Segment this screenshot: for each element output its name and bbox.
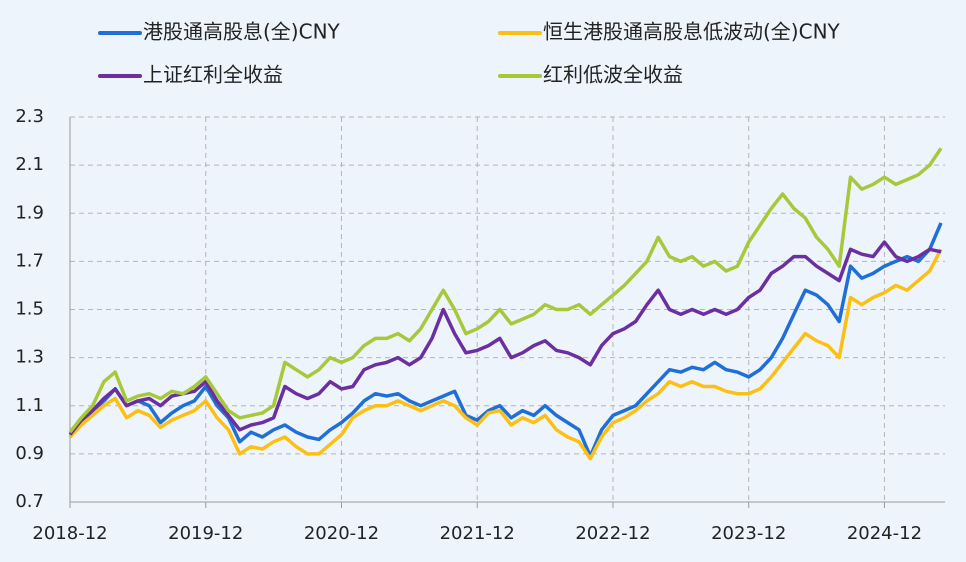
y-tick-label: 0.9 bbox=[15, 443, 44, 464]
y-tick-label: 1.7 bbox=[15, 250, 44, 271]
y-tick-label: 2.3 bbox=[15, 106, 44, 127]
y-tick-label: 1.9 bbox=[15, 202, 44, 223]
x-tick-label: 2022-12 bbox=[575, 523, 650, 544]
x-tick-label: 2023-12 bbox=[711, 523, 786, 544]
x-tick-label: 2024-12 bbox=[847, 523, 922, 544]
legend-label: 红利低波全收益 bbox=[543, 63, 683, 87]
x-tick-label: 2019-12 bbox=[168, 523, 243, 544]
y-tick-label: 0.7 bbox=[15, 491, 44, 512]
x-tick-label: 2020-12 bbox=[304, 523, 379, 544]
y-tick-label: 1.1 bbox=[15, 395, 44, 416]
series-line bbox=[68, 240, 942, 436]
series-line bbox=[68, 248, 943, 461]
y-tick-label: 2.1 bbox=[15, 154, 44, 175]
y-tick-label: 1.5 bbox=[15, 299, 44, 320]
x-tick-label: 2018-12 bbox=[32, 523, 107, 544]
x-tick-label: 2021-12 bbox=[440, 523, 515, 544]
legend-label: 港股通高股息(全)CNY bbox=[143, 20, 341, 44]
legend-label: 恒生港股通高股息低波动(全)CNY bbox=[543, 20, 841, 44]
legend-label: 上证红利全收益 bbox=[143, 63, 283, 87]
series-line bbox=[68, 222, 943, 459]
y-tick-label: 1.3 bbox=[15, 347, 44, 368]
series-line bbox=[68, 147, 943, 434]
